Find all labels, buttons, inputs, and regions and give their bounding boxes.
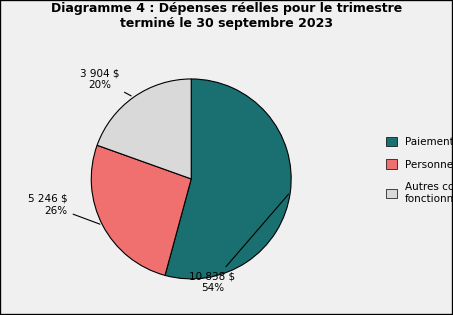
Title: Diagramme 4 : Dépenses réelles pour le trimestre
terminé le 30 septembre 2023: Diagramme 4 : Dépenses réelles pour le t… <box>51 2 402 30</box>
Wedge shape <box>91 145 191 275</box>
Wedge shape <box>165 79 291 279</box>
Text: 3 904 $
20%: 3 904 $ 20% <box>80 68 131 96</box>
Legend: Paiements de transfert, Personnel, Autres coûts de
fonctionnement: Paiements de transfert, Personnel, Autre… <box>382 132 453 208</box>
Text: 10 838 $
54%: 10 838 $ 54% <box>189 194 289 293</box>
Text: 5 246 $
26%: 5 246 $ 26% <box>28 194 100 224</box>
Wedge shape <box>97 79 191 179</box>
